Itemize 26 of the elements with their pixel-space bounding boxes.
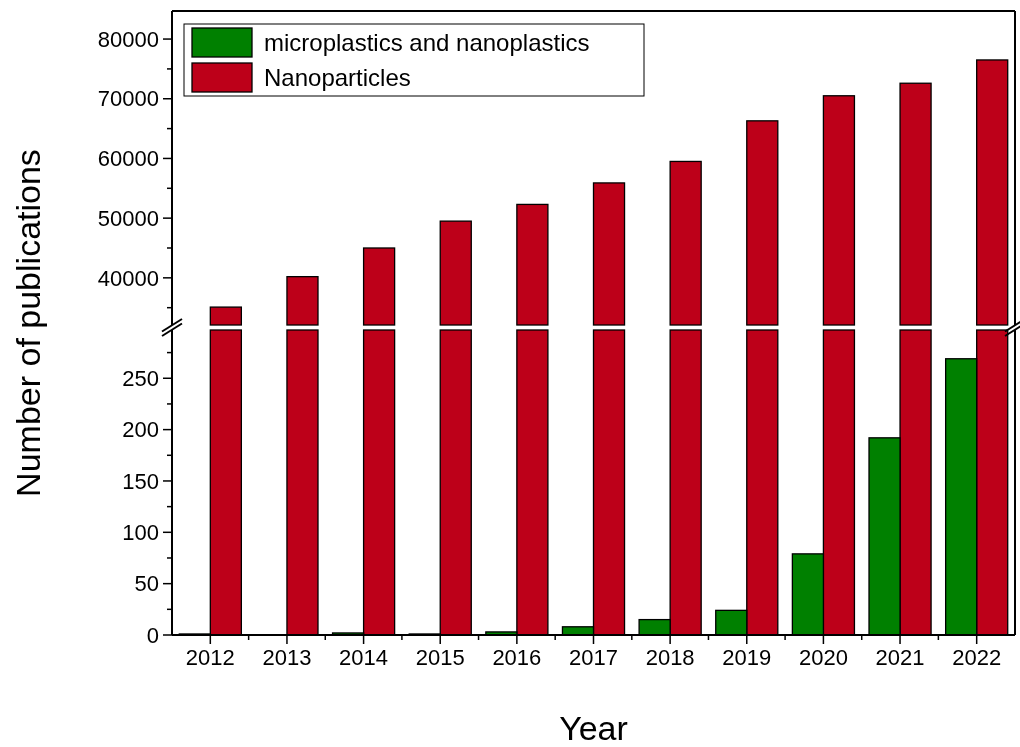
y-tick-label: 200	[122, 417, 159, 443]
y-tick-label: 50	[134, 571, 159, 597]
y-tick-label: 150	[122, 468, 159, 494]
x-tick-label: 2018	[645, 645, 695, 670]
y-axis-title: Number of publications	[9, 149, 47, 497]
y-tick-label: 50000	[97, 205, 159, 231]
x-axis-title: Year	[559, 709, 628, 747]
y-tick-label: 0	[146, 622, 159, 648]
x-tick-label: 2012	[185, 645, 235, 670]
y-tick-label: 80000	[97, 26, 159, 52]
y-tick-label: 250	[122, 365, 159, 391]
y-tick-label: 60000	[97, 146, 159, 172]
x-tick-label: 2015	[415, 645, 465, 670]
x-tick-label: 2019	[722, 645, 772, 670]
x-tick-label: 2016	[492, 645, 542, 670]
y-tick-label: 70000	[97, 86, 159, 112]
x-tick-label: 2014	[339, 645, 389, 670]
y-tick-label: 40000	[97, 265, 159, 291]
legend-label: microplastics and nanoplastics	[264, 29, 590, 57]
legend-label: Nanoparticles	[264, 64, 411, 92]
x-tick-label: 2021	[875, 645, 925, 670]
x-tick-label: 2013	[262, 645, 312, 670]
x-tick-label: 2020	[798, 645, 848, 670]
x-tick-label: 2017	[569, 645, 618, 670]
y-tick-label: 100	[122, 520, 159, 546]
x-tick-label: 2022	[952, 645, 1002, 670]
